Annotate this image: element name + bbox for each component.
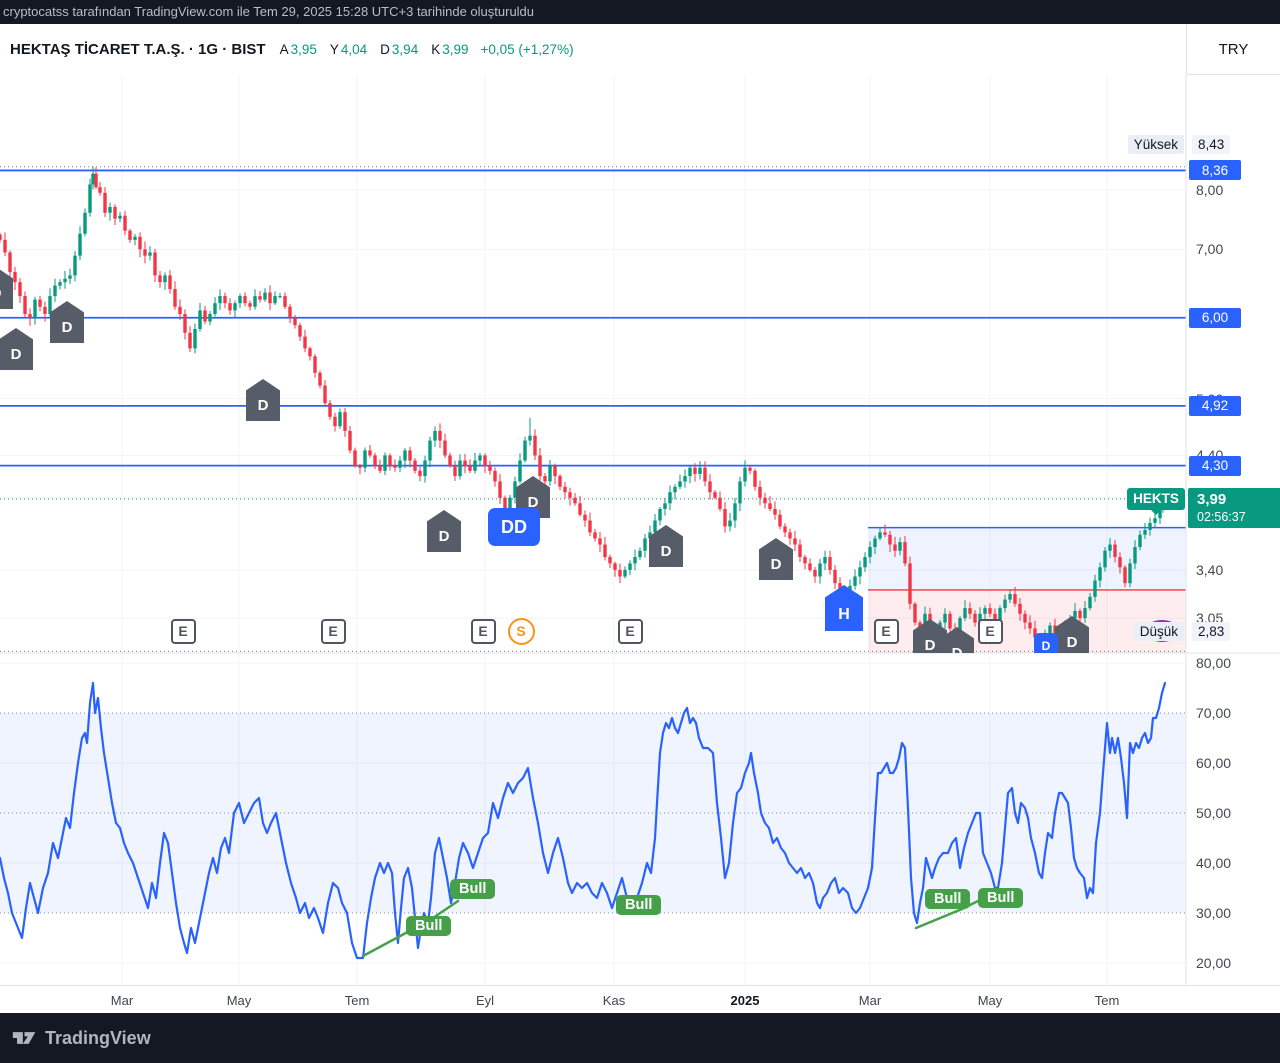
time-axis-label: Mar — [110, 993, 134, 1008]
ohlc-item: D 3,94 — [380, 42, 418, 57]
time-axis-label: May — [226, 993, 252, 1008]
dividend-letter: D — [438, 528, 450, 545]
ohlc-label: K — [431, 42, 441, 57]
dividend-letter: D — [952, 645, 963, 653]
price-change: +0,05 (+1,27%) — [480, 42, 574, 57]
bull-divergence-label[interactable]: Bull — [406, 916, 452, 936]
ohlc-value: 3,99 — [442, 42, 469, 57]
time-axis-label: Mar — [858, 993, 882, 1008]
earnings-marker[interactable]: E — [170, 618, 196, 644]
currency-label: TRY — [1218, 40, 1249, 58]
bull-divergence-label[interactable]: Bull — [925, 889, 971, 909]
dividend-badge-small[interactable]: D — [1034, 633, 1058, 653]
dividend-letter: D — [61, 319, 73, 336]
earnings-marker[interactable]: E — [977, 618, 1003, 644]
time-axis-label: Eyl — [475, 993, 495, 1008]
dividend-letter: D — [770, 556, 782, 573]
time-axis-label: 2025 — [730, 993, 760, 1008]
time-axis[interactable]: Mar May Tem Eyl Kas 2025 Mar May Tem — [0, 985, 1280, 1013]
bull-divergence-label[interactable]: Bull — [978, 888, 1024, 908]
ohlc-values: A 3,95 Y 4,04 D 3,94 K 3,99 — [280, 42, 469, 57]
h-letter: H — [838, 606, 850, 623]
chart-header: HEKTAŞ TİCARET T.A.Ş. · 1G · BIST A 3,95 Y… — [0, 24, 1280, 75]
dividend-letter: D — [0, 285, 1, 302]
dividend-letter: D — [660, 543, 672, 560]
time-axis-label: Tem — [1094, 993, 1120, 1008]
ohlc-label: A — [279, 42, 289, 57]
attribution-bar: cryptocatss tarafından TradingView.com i… — [0, 0, 1280, 24]
tradingview-link[interactable]: TradingView — [12, 1027, 151, 1049]
brand-text: TradingView — [45, 1027, 151, 1048]
time-axis-label: Tem — [344, 993, 370, 1008]
ohlc-item: A 3,95 — [280, 42, 317, 57]
bull-divergence-label[interactable]: Bull — [616, 895, 662, 915]
earnings-marker[interactable]: E — [320, 618, 346, 644]
dividend-marker[interactable]: D — [0, 267, 13, 309]
earnings-marker[interactable]: E — [873, 618, 899, 644]
ohlc-value: 3,95 — [290, 42, 317, 57]
ohlc-value: 4,04 — [340, 42, 368, 57]
dividend-letter: D — [527, 494, 539, 511]
candles — [0, 166, 1165, 652]
ohlc-label: D — [380, 42, 390, 57]
earnings-marker[interactable]: E — [617, 618, 643, 644]
ohlc-label: Y — [329, 42, 339, 57]
earnings-marker[interactable]: E — [470, 618, 496, 644]
ohlc-value: 3,94 — [391, 42, 419, 57]
attribution-text: cryptocatss tarafından TradingView.com i… — [3, 4, 535, 19]
time-axis-label: Kas — [602, 993, 626, 1008]
dividend-letter: D — [1066, 634, 1078, 651]
hekts-price-tag[interactable]: HEKTS — [1127, 487, 1185, 515]
rsi-pane-overlay: Bull Bull Bull Bull Bull — [0, 653, 1280, 985]
dividend-letter: D — [257, 397, 269, 414]
dividend-letter: D — [10, 346, 22, 363]
ohlc-item: Y 4,04 — [330, 42, 367, 57]
scale-currency-toggle[interactable]: TRY — [1186, 24, 1280, 75]
double-dividend-badge[interactable]: DD — [488, 508, 540, 546]
dividend-letter: D — [924, 637, 936, 653]
bull-divergence-label[interactable]: Bull — [450, 879, 496, 899]
split-marker[interactable]: S — [507, 617, 535, 645]
footer-bar: TradingView — [0, 1013, 1280, 1063]
symbol-title[interactable]: HEKTAŞ TİCARET T.A.Ş. · 1G · BIST — [10, 41, 266, 58]
time-axis-label: May — [977, 993, 1003, 1008]
ohlc-item: K 3,99 — [431, 42, 468, 57]
tradingview-logo-icon — [12, 1032, 36, 1044]
